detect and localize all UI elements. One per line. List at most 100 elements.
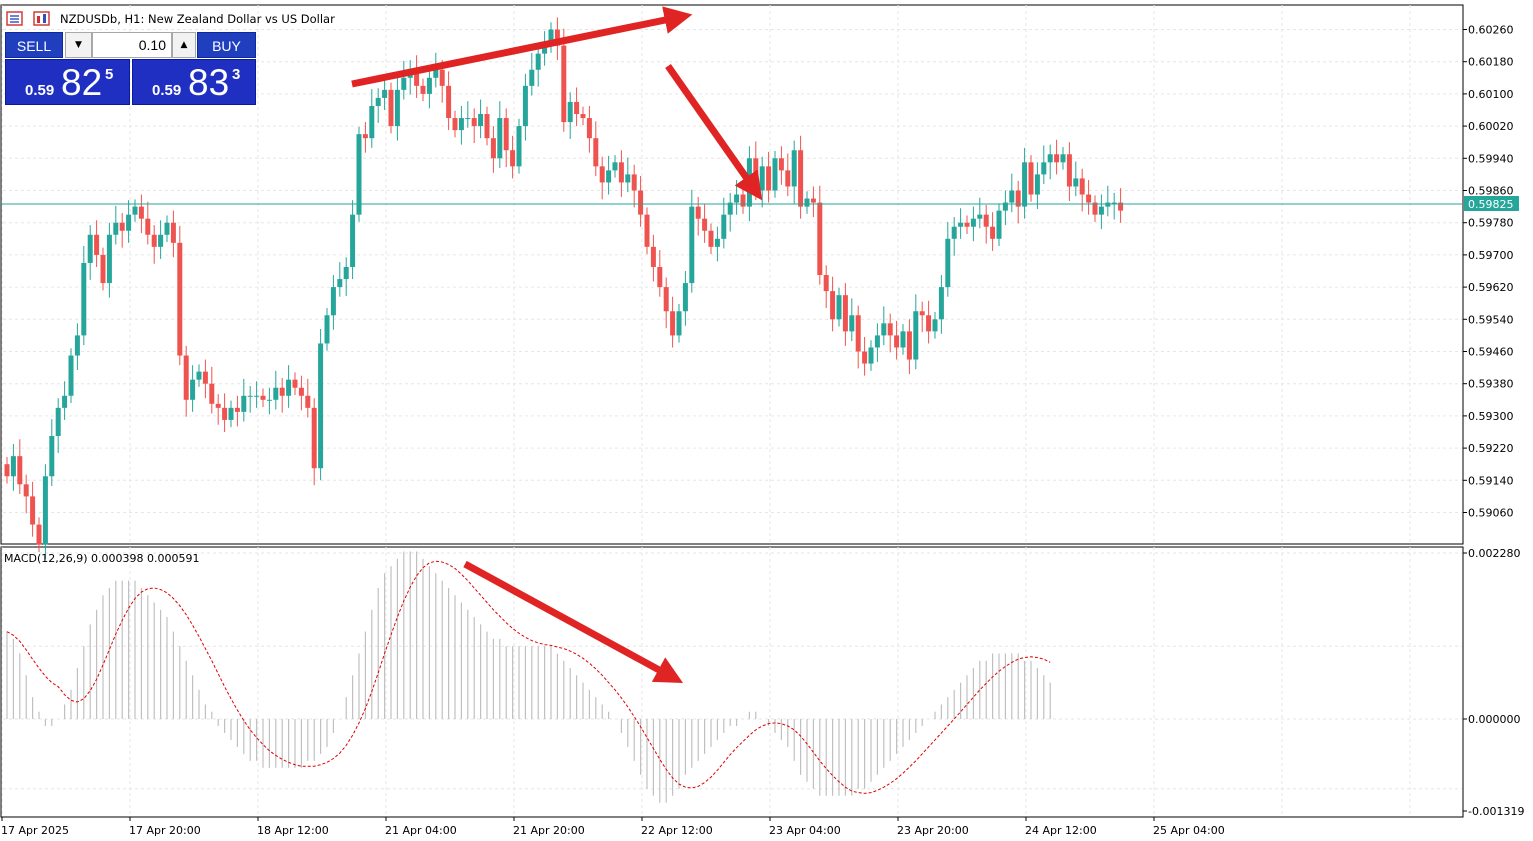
time-axis[interactable]: 17 Apr 2025 17 Apr 20:00 18 Apr 12:00 21 Ap… xyxy=(1,817,1225,837)
candle-body[interactable] xyxy=(106,234,112,284)
candle-body[interactable] xyxy=(1047,154,1053,163)
candle-body[interactable] xyxy=(778,158,784,171)
candle-body[interactable] xyxy=(1002,202,1008,211)
lot-size-input[interactable]: 0.10 xyxy=(92,32,172,58)
candle-body[interactable] xyxy=(279,387,285,396)
candle-body[interactable] xyxy=(190,379,196,400)
sell-price-box[interactable]: 0.59 82 5 xyxy=(5,59,130,105)
candle-body[interactable] xyxy=(548,29,554,46)
candle-body[interactable] xyxy=(446,85,452,119)
candle-body[interactable] xyxy=(1105,202,1111,207)
candle-body[interactable] xyxy=(356,134,362,215)
candle-body[interactable] xyxy=(298,387,304,396)
candle-body[interactable] xyxy=(580,114,586,119)
candle-body[interactable] xyxy=(215,403,221,408)
candle-body[interactable] xyxy=(375,97,381,106)
candle-body[interactable] xyxy=(759,166,765,191)
candle-body[interactable] xyxy=(62,395,68,408)
candle-body[interactable] xyxy=(158,234,164,247)
candle-body[interactable] xyxy=(471,118,477,127)
candle-body[interactable] xyxy=(702,218,708,231)
candle-body[interactable] xyxy=(68,355,74,396)
candle-body[interactable] xyxy=(305,395,311,408)
candle-body[interactable] xyxy=(644,214,650,247)
candle-body[interactable] xyxy=(164,222,170,235)
candle-body[interactable] xyxy=(1028,162,1034,195)
candle-body[interactable] xyxy=(30,496,36,525)
candle-body[interactable] xyxy=(177,242,183,356)
candle-body[interactable] xyxy=(900,331,906,348)
candle-body[interactable] xyxy=(1073,178,1079,187)
candle-body[interactable] xyxy=(490,138,496,159)
candle-body[interactable] xyxy=(663,287,669,312)
candle-body[interactable] xyxy=(676,311,682,336)
candle-body[interactable] xyxy=(1009,190,1015,203)
candle-body[interactable] xyxy=(1034,174,1040,195)
candle-body[interactable] xyxy=(318,343,324,469)
candle-body[interactable] xyxy=(452,118,458,131)
candle-body[interactable] xyxy=(426,77,432,94)
candle-body[interactable] xyxy=(932,319,938,332)
candle-body[interactable] xyxy=(458,118,464,131)
macd-axis[interactable]: 0.002280 0.000000 -0.001319 xyxy=(1463,547,1524,818)
candle-body[interactable] xyxy=(510,150,516,167)
candle-body[interactable] xyxy=(567,101,573,123)
candle-body[interactable] xyxy=(574,101,580,115)
candle-body[interactable] xyxy=(586,118,592,139)
candle-body[interactable] xyxy=(228,407,234,420)
candle-body[interactable] xyxy=(1066,154,1072,187)
candle-body[interactable] xyxy=(798,150,804,207)
candle-body[interactable] xyxy=(254,395,260,397)
candle-body[interactable] xyxy=(170,222,176,243)
candle-body[interactable] xyxy=(350,214,356,267)
candle-body[interactable] xyxy=(260,395,266,400)
candle-body[interactable] xyxy=(561,45,567,123)
candle-body[interactable] xyxy=(970,218,976,227)
candle-body[interactable] xyxy=(817,202,823,276)
candle-body[interactable] xyxy=(682,283,688,312)
candle-body[interactable] xyxy=(830,291,836,320)
candle-body[interactable] xyxy=(657,266,663,288)
candle-body[interactable] xyxy=(772,158,778,191)
candle-body[interactable] xyxy=(990,226,996,239)
candle-body[interactable] xyxy=(958,222,964,227)
candle-body[interactable] xyxy=(906,331,912,360)
candle-body[interactable] xyxy=(996,210,1002,239)
candle-body[interactable] xyxy=(1022,162,1028,207)
candle-body[interactable] xyxy=(862,351,868,364)
candle-body[interactable] xyxy=(804,198,810,207)
candle-body[interactable] xyxy=(202,371,208,384)
candle-body[interactable] xyxy=(10,456,16,477)
candle-body[interactable] xyxy=(113,222,119,235)
candle-body[interactable] xyxy=(625,174,631,183)
candle-body[interactable] xyxy=(100,254,106,284)
candle-body[interactable] xyxy=(766,166,772,191)
candle-body[interactable] xyxy=(465,118,471,120)
candle-body[interactable] xyxy=(516,126,522,167)
candle-body[interactable] xyxy=(42,476,48,545)
candle-body[interactable] xyxy=(855,315,861,352)
candle-body[interactable] xyxy=(55,407,61,437)
candle-body[interactable] xyxy=(388,89,394,127)
candle-body[interactable] xyxy=(183,355,189,400)
candle-body[interactable] xyxy=(311,407,317,469)
candle-body[interactable] xyxy=(606,170,612,183)
candle-body[interactable] xyxy=(292,379,298,388)
candle-body[interactable] xyxy=(964,222,970,227)
buy-button[interactable]: BUY xyxy=(197,32,256,58)
candle-body[interactable] xyxy=(286,379,292,396)
candle-body[interactable] xyxy=(382,89,388,98)
candle-body[interactable] xyxy=(196,371,202,380)
candle-body[interactable] xyxy=(503,118,509,151)
candle-body[interactable] xyxy=(17,456,23,485)
candle-body[interactable] xyxy=(420,85,426,94)
buy-price-box[interactable]: 0.59 83 3 xyxy=(132,59,256,105)
candle-body[interactable] xyxy=(631,174,637,191)
candle-body[interactable] xyxy=(49,436,55,477)
candle-body[interactable] xyxy=(394,89,400,127)
candle-body[interactable] xyxy=(273,387,279,400)
candle-body[interactable] xyxy=(362,134,368,139)
candle-body[interactable] xyxy=(951,226,957,239)
candle-body[interactable] xyxy=(241,395,247,412)
candle-body[interactable] xyxy=(919,311,925,316)
